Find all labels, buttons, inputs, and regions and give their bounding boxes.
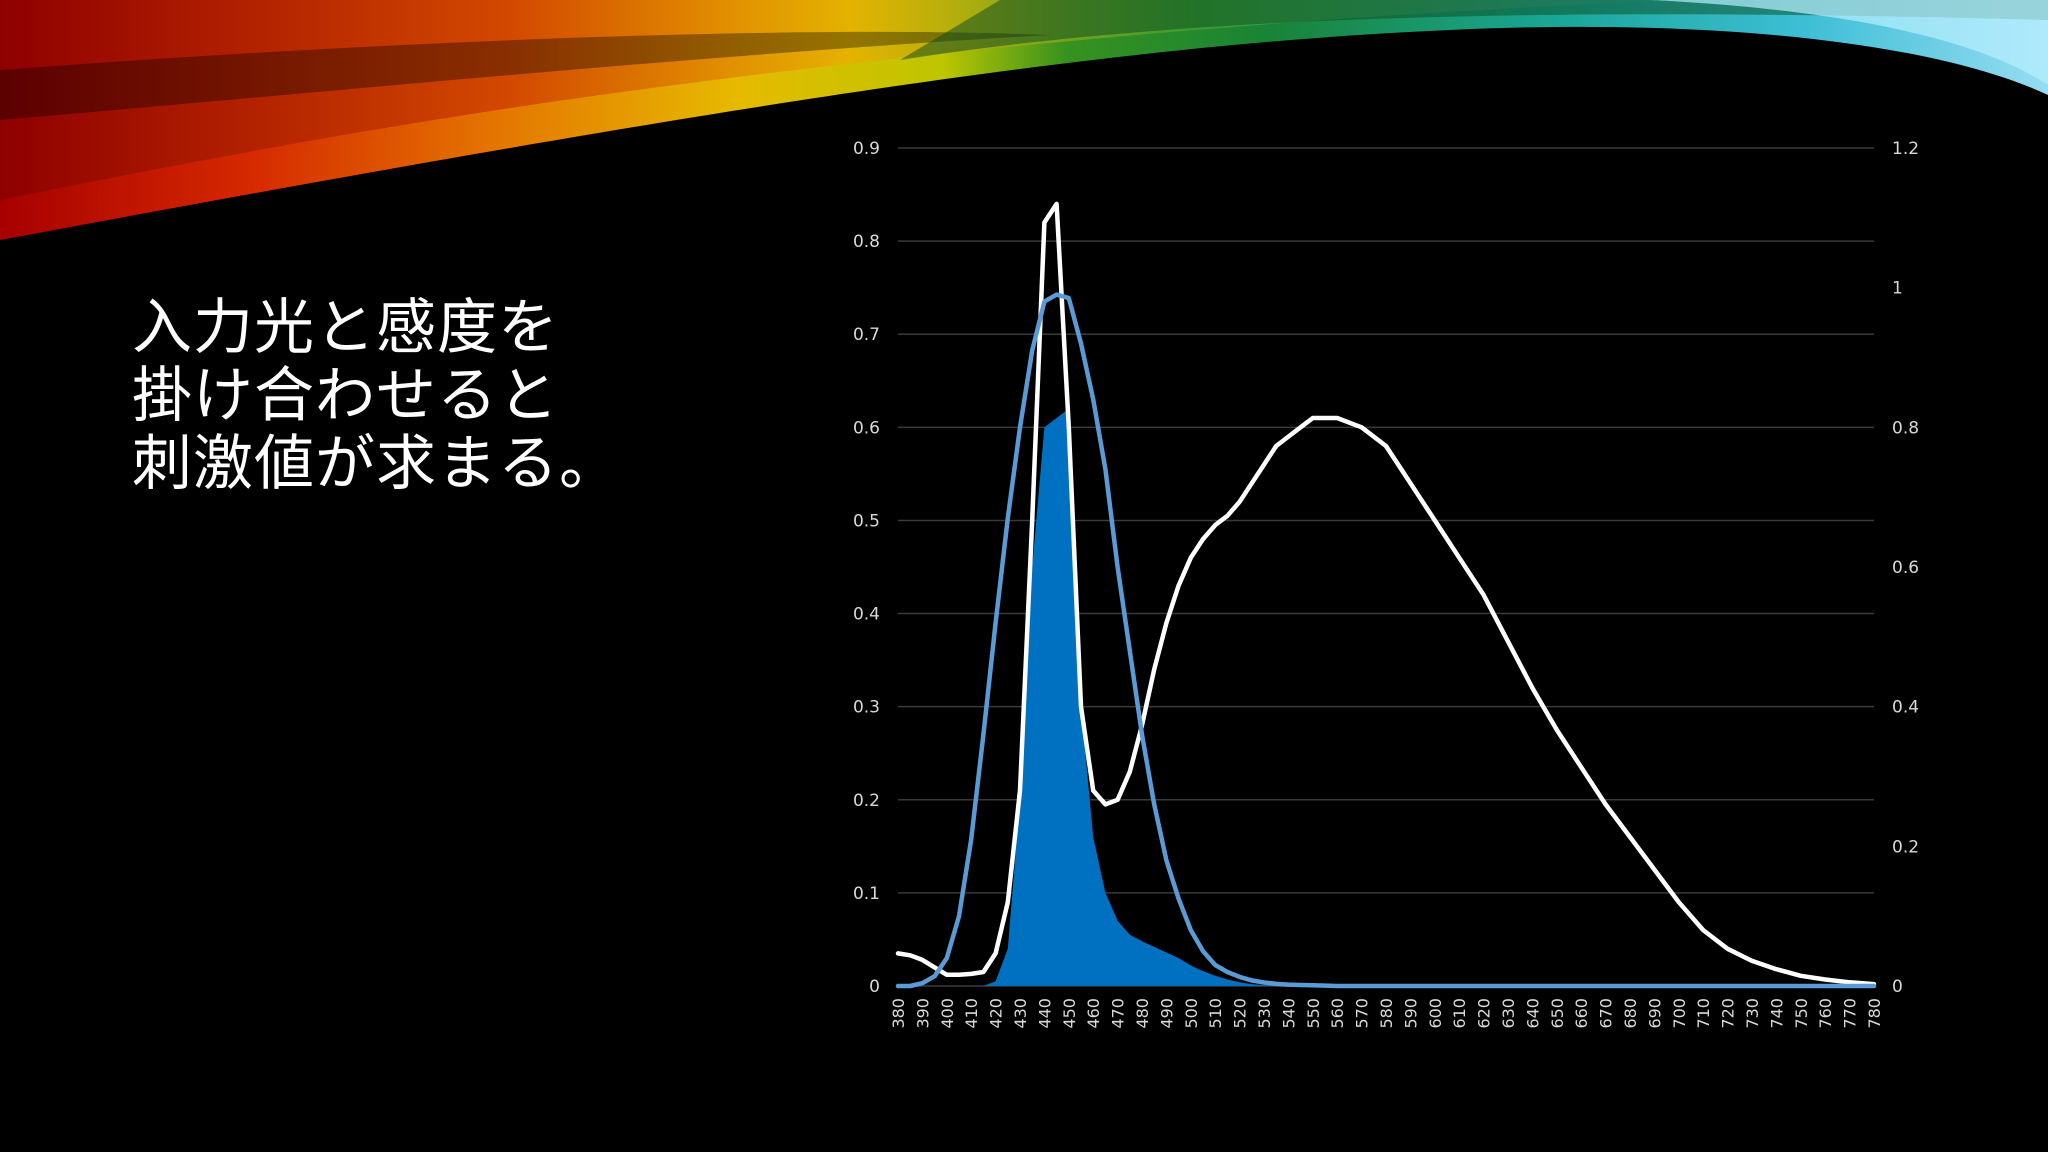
left-tick-label: 0.6 xyxy=(853,418,880,438)
x-tick-label: 650 xyxy=(1548,998,1567,1029)
right-tick-label: 0.6 xyxy=(1892,558,1919,578)
x-tick-label: 400 xyxy=(938,998,957,1029)
x-tick-label: 430 xyxy=(1011,998,1030,1029)
x-tick-label: 730 xyxy=(1743,998,1762,1029)
x-tick-label: 440 xyxy=(1035,998,1054,1029)
x-tick-label: 710 xyxy=(1694,998,1713,1029)
x-tick-label: 380 xyxy=(889,998,908,1029)
left-axis-ticks: 0 0.1 0.2 0.3 0.4 0.5 0.6 0.7 0.8 0.9 xyxy=(853,139,880,997)
x-tick-label: 630 xyxy=(1499,998,1518,1029)
x-tick-label: 560 xyxy=(1328,998,1347,1029)
title-line-3: 刺激値が求まる。 xyxy=(132,429,620,499)
left-axis-line-series xyxy=(895,201,1877,987)
right-tick-label: 1.2 xyxy=(1892,139,1919,159)
x-axis-ticks: 380 390 400 410 420 430 440 450 460 470 480 490 500 5… xyxy=(889,998,1884,1029)
spectral-chart: 00.10.20.30.40.50.60.70.80.9 00.20.40.60… xyxy=(853,139,1919,1029)
left-tick-label: 0.2 xyxy=(853,791,880,811)
x-tick-label: 640 xyxy=(1523,998,1542,1029)
x-tick-label: 570 xyxy=(1353,998,1372,1029)
x-tick-label: 720 xyxy=(1719,998,1738,1029)
right-tick-label: 0.2 xyxy=(1892,837,1919,857)
x-tick-label: 490 xyxy=(1157,998,1176,1029)
x-tick-label: 420 xyxy=(987,998,1006,1029)
left-tick-label: 0.7 xyxy=(853,325,880,345)
x-tick-label: 610 xyxy=(1450,998,1469,1029)
left-tick-label: 0.4 xyxy=(853,605,880,625)
rainbow-banner xyxy=(0,0,2048,240)
x-tick-label: 590 xyxy=(1401,998,1420,1029)
title-line-1: 入力光と感度を xyxy=(132,293,559,363)
x-tick-label: 760 xyxy=(1816,998,1835,1029)
left-tick-label: 0.9 xyxy=(853,139,880,159)
x-tick-label: 690 xyxy=(1645,998,1664,1029)
right-tick-label: 0.4 xyxy=(1892,698,1919,718)
series-layer xyxy=(895,201,1877,989)
area-series-fill xyxy=(898,408,1874,986)
left-tick-label: 0.3 xyxy=(853,698,880,718)
x-tick-label: 750 xyxy=(1792,998,1811,1029)
right-axis-ticks: 0 0.2 0.4 0.6 0.8 1 1.2 xyxy=(1892,139,1919,997)
x-tick-label: 780 xyxy=(1865,998,1884,1029)
right-tick-label: 0 xyxy=(1892,977,1903,997)
x-tick-label: 470 xyxy=(1109,998,1128,1029)
x-tick-label: 450 xyxy=(1060,998,1079,1029)
x-tick-label: 700 xyxy=(1670,998,1689,1029)
right-tick-label: 1 xyxy=(1892,279,1903,299)
x-tick-label: 520 xyxy=(1231,998,1250,1029)
left-tick-label: 0.5 xyxy=(853,511,880,531)
x-tick-label: 770 xyxy=(1841,998,1860,1029)
x-tick-label: 580 xyxy=(1377,998,1396,1029)
right-tick-label: 0.8 xyxy=(1892,418,1919,438)
x-tick-label: 680 xyxy=(1621,998,1640,1029)
left-tick-label: 0.1 xyxy=(853,884,880,904)
x-tick-label: 620 xyxy=(1475,998,1494,1029)
x-tick-label: 550 xyxy=(1304,998,1323,1029)
slide-title: 入力光と感度を 掛け合わせると 刺激値が求まる。 xyxy=(132,294,772,498)
x-tick-label: 410 xyxy=(962,998,981,1029)
x-tick-label: 600 xyxy=(1426,998,1445,1029)
x-tick-label: 480 xyxy=(1133,998,1152,1029)
x-tick-label: 500 xyxy=(1182,998,1201,1029)
left-tick-label: 0.8 xyxy=(853,232,880,252)
x-tick-label: 530 xyxy=(1255,998,1274,1029)
x-tick-label: 740 xyxy=(1767,998,1786,1029)
right-axis-line-series xyxy=(895,292,1877,989)
x-tick-label: 390 xyxy=(913,998,932,1029)
x-tick-label: 660 xyxy=(1572,998,1591,1029)
x-tick-label: 460 xyxy=(1084,998,1103,1029)
title-line-2: 掛け合わせると xyxy=(132,361,559,431)
x-tick-label: 540 xyxy=(1279,998,1298,1029)
x-tick-label: 510 xyxy=(1206,998,1225,1029)
x-tick-label: 670 xyxy=(1597,998,1616,1029)
left-tick-label: 0 xyxy=(869,977,880,997)
